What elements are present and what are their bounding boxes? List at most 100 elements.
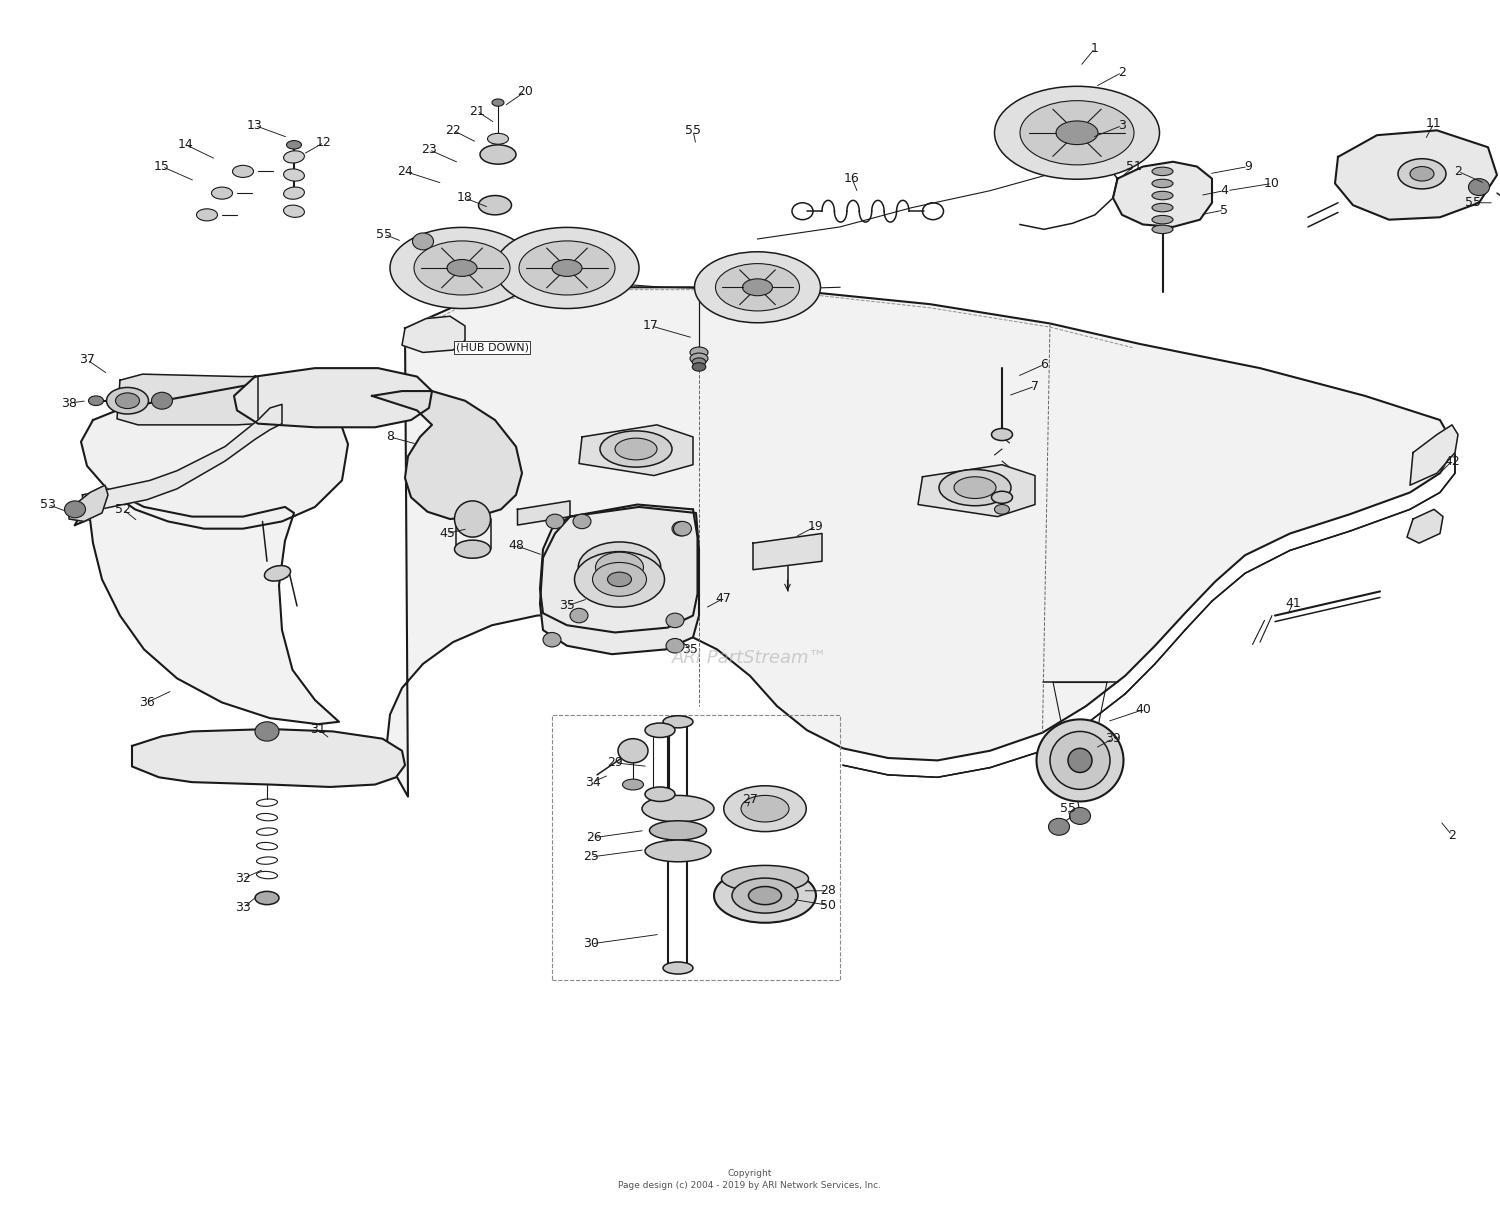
Text: 10: 10 bbox=[1264, 177, 1280, 189]
Ellipse shape bbox=[390, 227, 534, 309]
Ellipse shape bbox=[592, 562, 646, 596]
Circle shape bbox=[413, 233, 434, 250]
Circle shape bbox=[543, 632, 561, 647]
Polygon shape bbox=[918, 465, 1035, 517]
Ellipse shape bbox=[1152, 191, 1173, 200]
Text: 18: 18 bbox=[458, 192, 472, 204]
Text: 55: 55 bbox=[1466, 197, 1480, 209]
Polygon shape bbox=[1407, 509, 1443, 543]
Circle shape bbox=[674, 521, 692, 536]
Text: 30: 30 bbox=[584, 938, 598, 950]
Ellipse shape bbox=[992, 491, 1012, 503]
Text: 45: 45 bbox=[440, 527, 454, 540]
Ellipse shape bbox=[742, 279, 772, 296]
Ellipse shape bbox=[1020, 100, 1134, 165]
Ellipse shape bbox=[211, 187, 232, 199]
Text: 7: 7 bbox=[1030, 380, 1039, 392]
Text: 39: 39 bbox=[1106, 733, 1120, 745]
Polygon shape bbox=[75, 489, 339, 724]
Circle shape bbox=[255, 722, 279, 741]
Text: 24: 24 bbox=[398, 165, 412, 177]
Circle shape bbox=[570, 608, 588, 623]
Ellipse shape bbox=[264, 566, 291, 581]
Ellipse shape bbox=[992, 428, 1012, 441]
Ellipse shape bbox=[741, 795, 789, 822]
Ellipse shape bbox=[692, 357, 705, 367]
Text: 55: 55 bbox=[686, 124, 700, 136]
Text: Copyright: Copyright bbox=[728, 1168, 772, 1178]
Text: 25: 25 bbox=[584, 851, 598, 863]
Text: 20: 20 bbox=[518, 86, 532, 98]
Ellipse shape bbox=[284, 187, 304, 199]
Ellipse shape bbox=[596, 552, 644, 582]
Ellipse shape bbox=[196, 209, 217, 221]
Ellipse shape bbox=[714, 869, 816, 922]
Text: ARI PartStream™: ARI PartStream™ bbox=[672, 649, 828, 666]
Text: 14: 14 bbox=[178, 139, 194, 151]
Ellipse shape bbox=[748, 886, 782, 905]
Ellipse shape bbox=[1152, 180, 1173, 188]
Polygon shape bbox=[1410, 425, 1458, 485]
Circle shape bbox=[666, 613, 684, 628]
Text: 34: 34 bbox=[585, 776, 600, 788]
Ellipse shape bbox=[88, 396, 104, 406]
Text: 50: 50 bbox=[821, 899, 836, 911]
Text: 2: 2 bbox=[1448, 829, 1456, 841]
Ellipse shape bbox=[454, 501, 490, 537]
Ellipse shape bbox=[579, 542, 660, 593]
Text: 12: 12 bbox=[316, 136, 332, 148]
Polygon shape bbox=[540, 507, 699, 654]
Ellipse shape bbox=[1410, 167, 1434, 181]
Text: 29: 29 bbox=[608, 757, 622, 769]
Ellipse shape bbox=[954, 477, 996, 498]
Circle shape bbox=[546, 514, 564, 529]
Text: 26: 26 bbox=[586, 832, 602, 844]
Ellipse shape bbox=[690, 348, 708, 358]
Text: 17: 17 bbox=[644, 320, 658, 332]
Ellipse shape bbox=[488, 134, 508, 145]
Circle shape bbox=[152, 392, 172, 409]
Circle shape bbox=[573, 514, 591, 529]
Text: 38: 38 bbox=[62, 397, 76, 409]
Ellipse shape bbox=[1036, 719, 1124, 801]
Ellipse shape bbox=[1152, 168, 1173, 176]
Circle shape bbox=[64, 501, 86, 518]
Ellipse shape bbox=[722, 865, 809, 892]
Ellipse shape bbox=[1050, 731, 1110, 789]
Text: 13: 13 bbox=[248, 119, 262, 132]
Text: 48: 48 bbox=[509, 540, 524, 552]
Polygon shape bbox=[1113, 162, 1212, 227]
Text: 28: 28 bbox=[821, 885, 836, 897]
Circle shape bbox=[618, 739, 648, 763]
Ellipse shape bbox=[650, 821, 706, 840]
Ellipse shape bbox=[574, 552, 664, 607]
Text: 4: 4 bbox=[1220, 185, 1228, 197]
Ellipse shape bbox=[447, 260, 477, 276]
Circle shape bbox=[672, 521, 690, 536]
Ellipse shape bbox=[495, 227, 639, 309]
Text: 55: 55 bbox=[1060, 803, 1076, 815]
Ellipse shape bbox=[255, 891, 279, 905]
Ellipse shape bbox=[663, 716, 693, 728]
Text: 52: 52 bbox=[116, 503, 130, 515]
Polygon shape bbox=[82, 404, 282, 513]
Ellipse shape bbox=[478, 196, 512, 215]
Ellipse shape bbox=[286, 140, 302, 150]
Polygon shape bbox=[69, 485, 108, 521]
Ellipse shape bbox=[642, 795, 714, 822]
Polygon shape bbox=[540, 505, 698, 632]
Polygon shape bbox=[81, 377, 348, 529]
Ellipse shape bbox=[1398, 158, 1446, 188]
Circle shape bbox=[1070, 807, 1090, 824]
Ellipse shape bbox=[645, 787, 675, 801]
Text: 40: 40 bbox=[1136, 704, 1150, 716]
Text: 19: 19 bbox=[808, 520, 824, 532]
Text: 23: 23 bbox=[422, 144, 436, 156]
Text: 41: 41 bbox=[1286, 597, 1300, 610]
Ellipse shape bbox=[1152, 204, 1173, 212]
Ellipse shape bbox=[519, 241, 615, 295]
Polygon shape bbox=[579, 425, 693, 476]
Text: 15: 15 bbox=[154, 161, 170, 173]
Text: 47: 47 bbox=[716, 593, 730, 605]
Text: 16: 16 bbox=[844, 173, 859, 185]
